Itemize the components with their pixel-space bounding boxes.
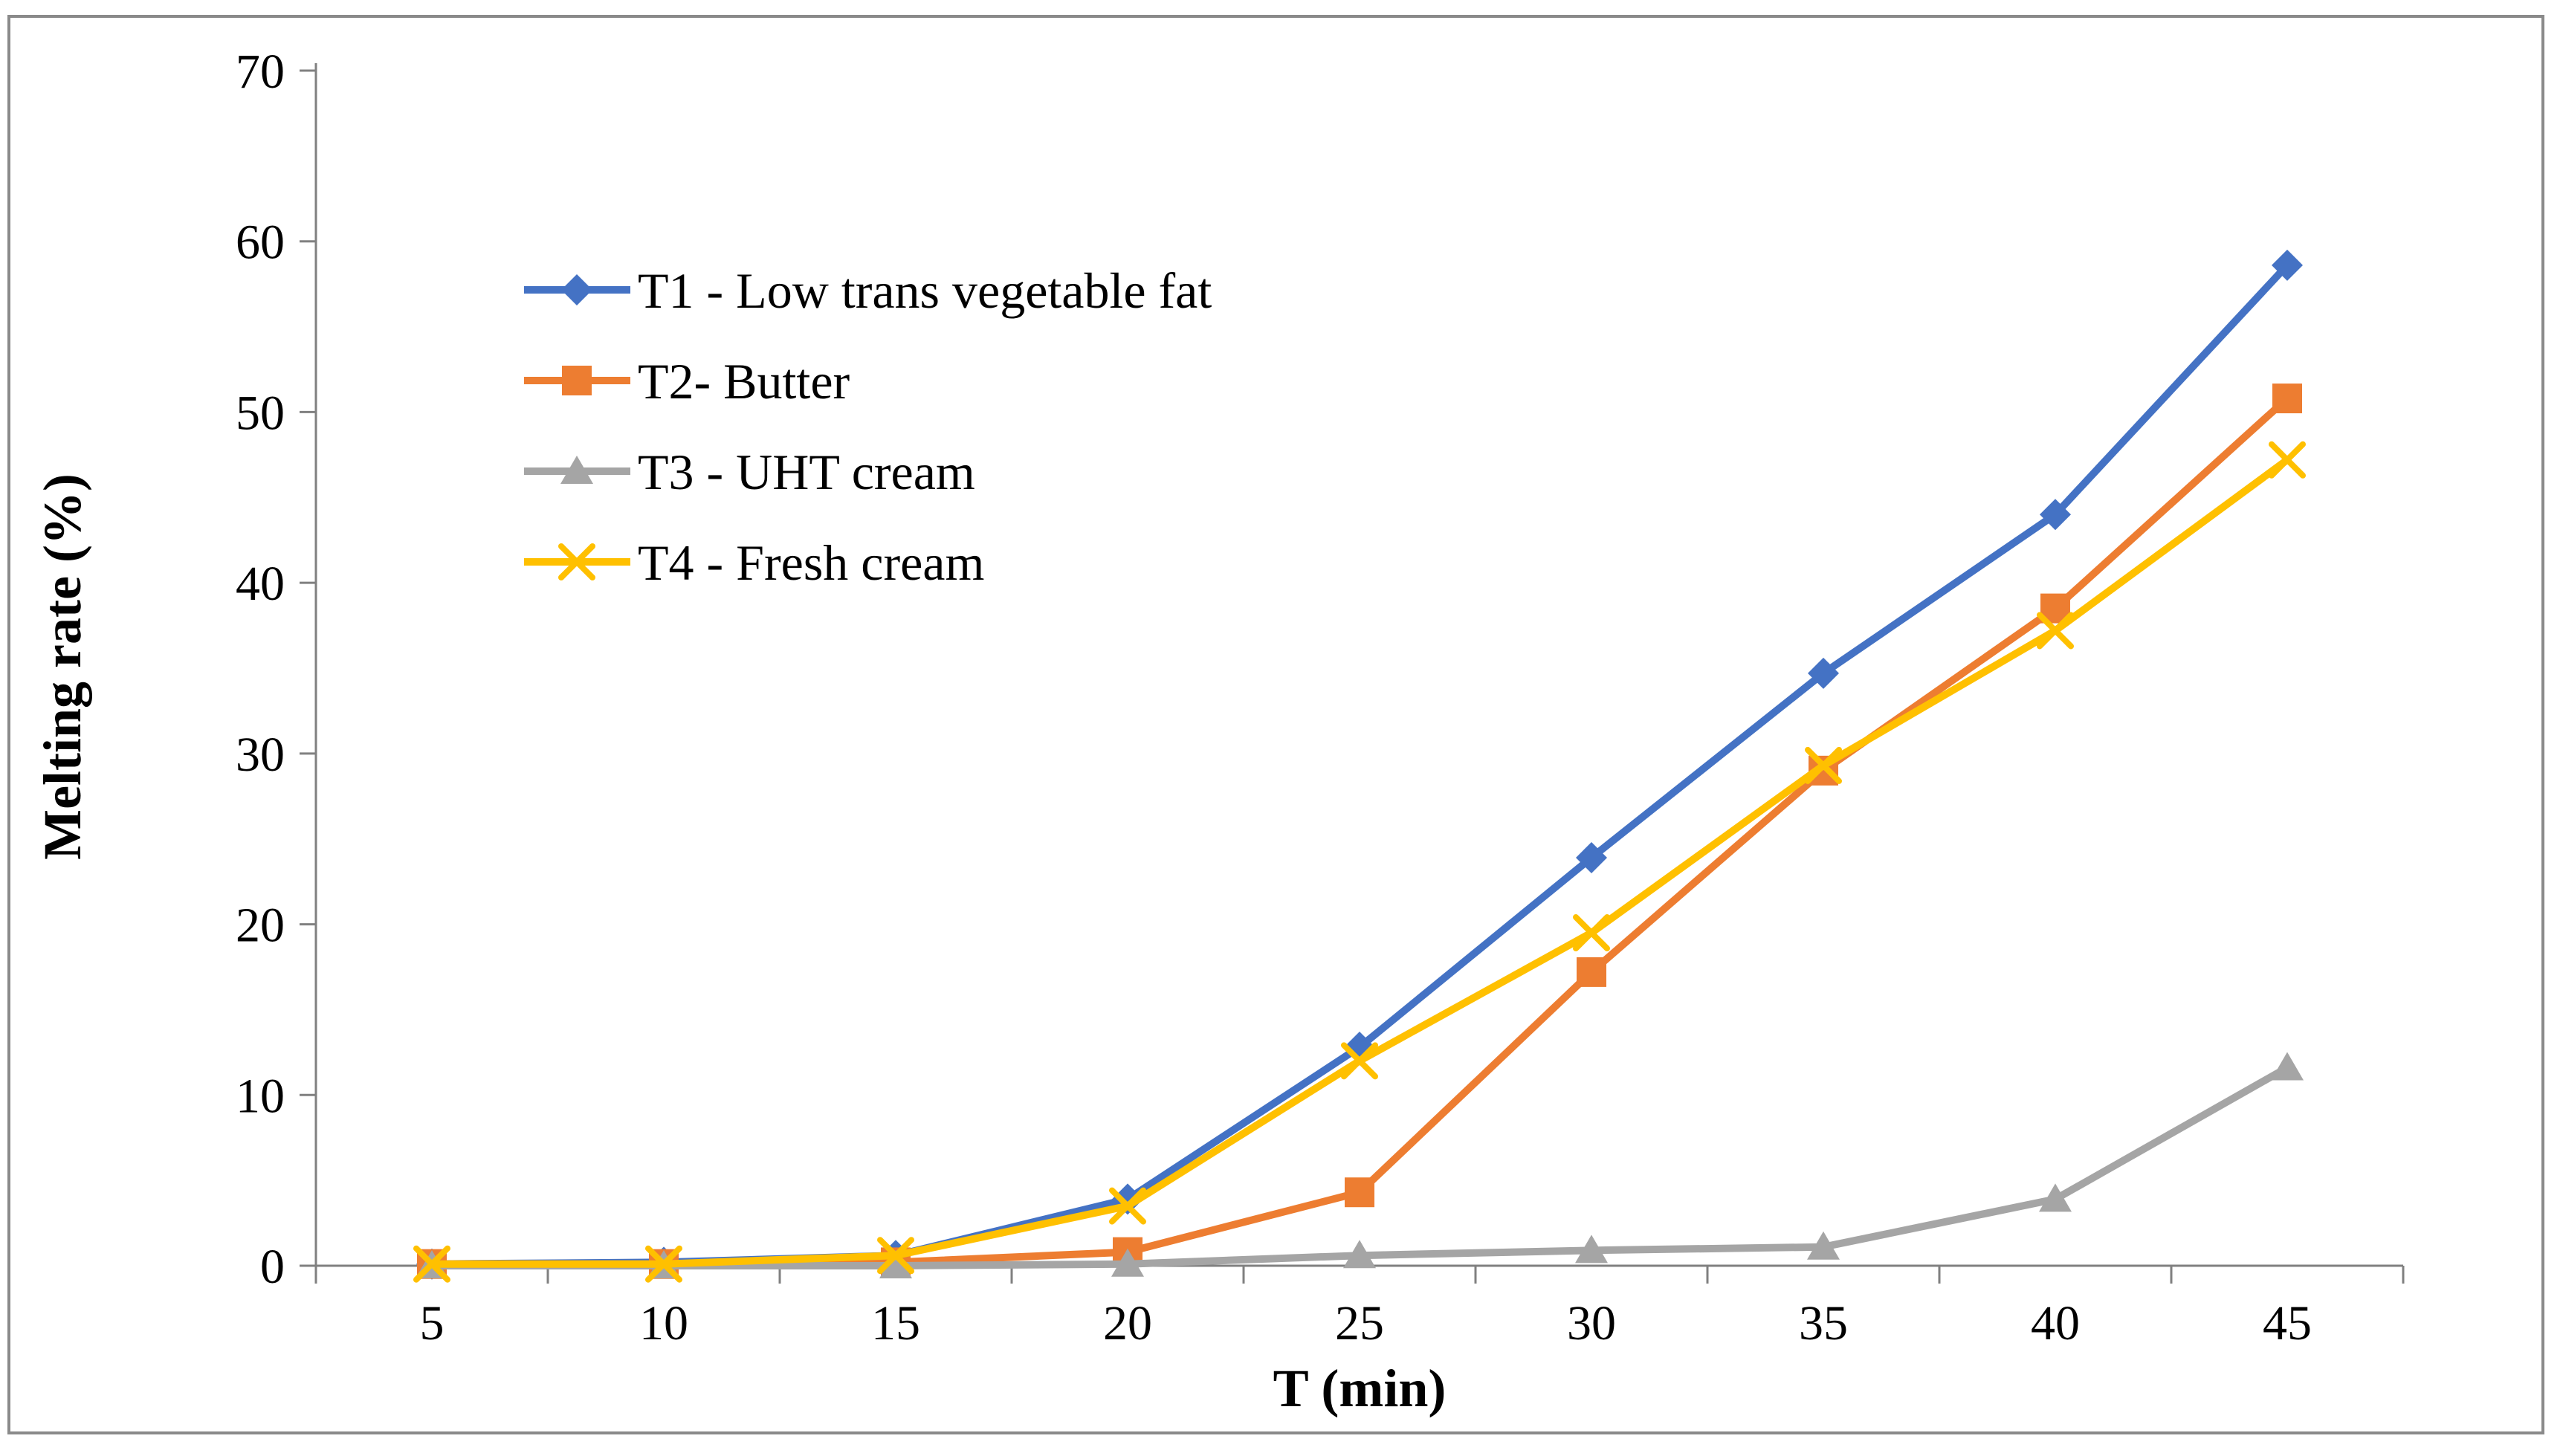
square-marker xyxy=(1345,1177,1374,1208)
legend: T1 - Low trans vegetable fat T2- Butter T3… xyxy=(524,262,1212,591)
x-tick-label: 5 xyxy=(420,1296,445,1350)
series-line xyxy=(428,1064,2291,1269)
x-marker-stroke xyxy=(1109,1187,1146,1225)
x-tick-label: 45 xyxy=(2263,1296,2312,1350)
series-2 xyxy=(417,384,2302,1279)
series-line xyxy=(428,261,2291,1268)
triangle-marker xyxy=(1807,1231,1840,1260)
x-tick-label: 35 xyxy=(1799,1296,1848,1350)
series-4 xyxy=(413,441,2306,1283)
triangle-marker xyxy=(1343,1240,1376,1269)
triangle-marker xyxy=(1111,1248,1144,1277)
x-marker-stroke xyxy=(1341,1042,1378,1080)
square-marker xyxy=(1577,957,1606,987)
series-3 xyxy=(416,1052,2304,1278)
x-axis: 5 10 15 20 25 30 35 40 45 xyxy=(314,1264,2405,1350)
legend-item-4: T4 - Fresh cream xyxy=(524,534,984,591)
x-tick-label: 20 xyxy=(1103,1296,1152,1350)
x-marker-stroke xyxy=(1805,746,1842,784)
x-marker xyxy=(1341,1042,1378,1080)
x-marker xyxy=(1805,746,1842,784)
y-tick-label: 40 xyxy=(236,557,285,611)
y-tick-label: 70 xyxy=(236,45,285,99)
y-axis: 0 10 20 30 40 50 60 70 xyxy=(236,45,317,1294)
legend-square-marker xyxy=(562,366,592,395)
legend-item-2: T2- Butter xyxy=(524,353,850,410)
x-marker-stroke xyxy=(558,543,595,580)
legend-x-marker xyxy=(558,543,595,580)
x-marker-stroke xyxy=(877,1237,914,1275)
x-marker-stroke xyxy=(645,1245,682,1283)
y-tick-label: 50 xyxy=(236,386,285,440)
x-axis-title: T (min) xyxy=(1273,1359,1447,1418)
y-axis-title: Melting rate (%) xyxy=(33,473,92,860)
x-marker xyxy=(413,1245,450,1283)
x-tick-label: 25 xyxy=(1335,1296,1384,1350)
legend-label: T2- Butter xyxy=(638,353,850,410)
legend-item-1: T1 - Low trans vegetable fat xyxy=(524,262,1212,319)
x-marker xyxy=(2037,612,2074,650)
legend-item-3: T3 - UHT cream xyxy=(524,444,975,500)
square-marker xyxy=(2272,384,2302,414)
series-line xyxy=(428,395,2291,1268)
x-marker-stroke xyxy=(2037,612,2074,650)
y-tick-label: 0 xyxy=(260,1240,285,1294)
x-marker-stroke xyxy=(1573,914,1610,952)
x-marker xyxy=(877,1237,914,1275)
x-tick-label: 40 xyxy=(2031,1296,2080,1350)
x-marker-stroke xyxy=(2269,441,2306,479)
y-tick-label: 60 xyxy=(236,216,285,270)
triangle-marker xyxy=(879,1250,912,1278)
x-marker-stroke xyxy=(413,1245,450,1283)
x-tick-label: 10 xyxy=(639,1296,688,1350)
legend-diamond-marker xyxy=(561,274,592,305)
diamond-marker xyxy=(2272,249,2303,281)
figure-border xyxy=(7,15,2544,1434)
x-marker xyxy=(1109,1187,1146,1225)
x-marker xyxy=(2269,441,2306,479)
y-tick-label: 10 xyxy=(236,1069,285,1123)
legend-label: T3 - UHT cream xyxy=(638,444,975,500)
y-tick-label: 30 xyxy=(236,728,285,782)
x-tick-label: 30 xyxy=(1567,1296,1616,1350)
diamond-marker xyxy=(1576,841,1607,873)
diamond-marker xyxy=(1808,657,1839,689)
x-tick-label: 15 xyxy=(871,1296,920,1350)
triangle-marker xyxy=(2271,1052,2304,1081)
x-marker xyxy=(645,1245,682,1283)
x-marker xyxy=(1573,914,1610,952)
triangle-marker xyxy=(2039,1183,2072,1212)
legend-triangle-marker xyxy=(560,456,593,484)
legend-label: T4 - Fresh cream xyxy=(638,534,984,591)
data-series xyxy=(413,249,2306,1283)
diamond-marker xyxy=(2040,499,2071,531)
y-tick-label: 20 xyxy=(236,899,285,953)
legend-label: T1 - Low trans vegetable fat xyxy=(638,262,1212,319)
triangle-marker xyxy=(1575,1235,1608,1264)
